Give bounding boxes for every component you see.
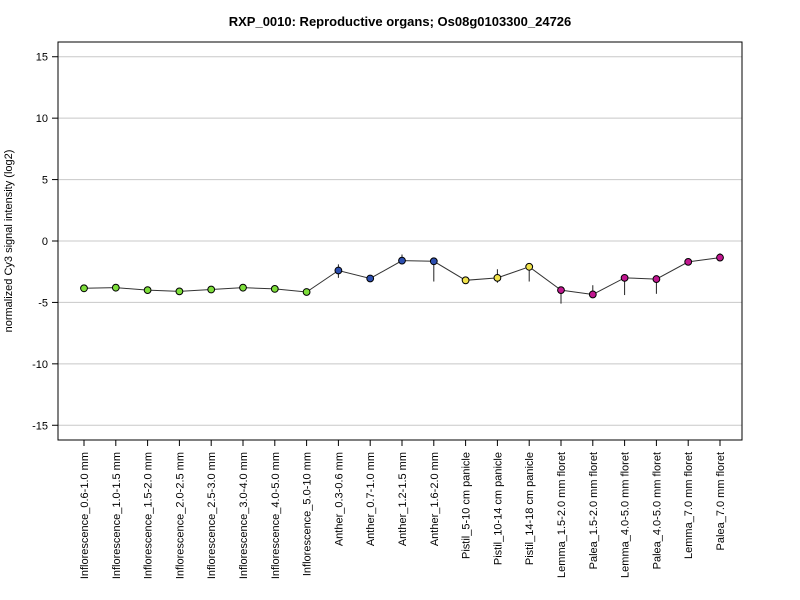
y-tick-label: -10	[32, 359, 48, 371]
data-point	[429, 257, 438, 266]
y-tick-label: -15	[32, 420, 48, 432]
error-bars	[337, 253, 721, 304]
x-tick-label: Anther_1.6-2.0 mm	[429, 452, 441, 546]
data-point	[620, 273, 629, 282]
x-tick-label: Lemma_4.0-5.0 mm floret	[620, 452, 632, 578]
x-tick-label: Lemma_7.0 mm floret	[683, 452, 695, 559]
y-tick-label: -5	[38, 297, 48, 309]
x-tick-label: Inflorescence_2.5-3.0 mm	[206, 452, 218, 579]
data-point	[684, 257, 693, 266]
data-point	[270, 285, 279, 293]
y-axis: -15 -10 -5 0 5 10 15	[32, 52, 58, 432]
grid-lines	[58, 56, 742, 426]
y-axis-label: normalized Cy3 signal intensity (log2)	[3, 150, 15, 333]
data-point	[716, 253, 724, 262]
data-point	[239, 283, 247, 292]
x-tick-label: Palea_1.5-2.0 mm floret	[588, 452, 600, 569]
data-point	[398, 256, 406, 265]
data-point	[175, 287, 184, 296]
y-tick-label: 0	[42, 236, 48, 248]
x-tick-label: Inflorescence_1.5-2.0 mm	[143, 452, 155, 579]
x-tick-label: Inflorescence_2.0-2.5 mm	[174, 452, 186, 579]
x-tick-label: Anther_0.7-1.0 mm	[365, 452, 377, 546]
data-point	[207, 285, 216, 294]
x-tick-label: Anther_0.3-0.6 mm	[333, 452, 345, 546]
data-point	[366, 274, 375, 283]
x-tick-label: Inflorescence_0.6-1.0 mm	[79, 452, 91, 579]
x-tick-label: Inflorescence_3.0-4.0 mm	[238, 452, 250, 579]
x-tick-label: Inflorescence_1.0-1.5 mm	[111, 452, 123, 579]
data-point	[652, 275, 661, 283]
data-point	[493, 273, 502, 282]
x-tick-label: Pistil_5-10 cm panicle	[461, 452, 473, 559]
x-tick-label: Palea_4.0-5.0 mm floret	[651, 452, 663, 569]
x-tick-label: Inflorescence_4.0-5.0 mm	[270, 452, 282, 579]
data-points	[80, 253, 724, 299]
y-tick-label: 15	[36, 52, 48, 64]
data-point	[588, 290, 597, 299]
data-point	[461, 276, 470, 285]
data-point	[80, 284, 88, 293]
x-tick-label: Anther_1.2-1.5 mm	[397, 452, 409, 546]
x-tick-label: Lemma_1.5-2.0 mm floret	[556, 452, 568, 578]
x-tick-label: Pistil_10-14 cm panicle	[492, 452, 504, 565]
x-tick-label: Palea_7.0 mm floret	[715, 452, 727, 550]
data-point	[557, 286, 565, 295]
y-tick-label: 5	[42, 175, 48, 187]
x-tick-label: Pistil_14-18 cm panicle	[524, 452, 536, 565]
y-tick-label: 10	[36, 113, 48, 125]
data-point	[334, 266, 343, 275]
data-point	[525, 262, 534, 271]
chart-title: RXP_0010: Reproductive organs; Os08g0103…	[228, 14, 572, 29]
data-point	[111, 283, 120, 292]
x-axis: Inflorescence_0.6-1.0 mm Inflorescence_1.…	[79, 440, 727, 579]
x-tick-label: Inflorescence_5.0-10 mm	[302, 452, 314, 576]
data-point	[143, 286, 152, 295]
data-point	[302, 288, 311, 296]
